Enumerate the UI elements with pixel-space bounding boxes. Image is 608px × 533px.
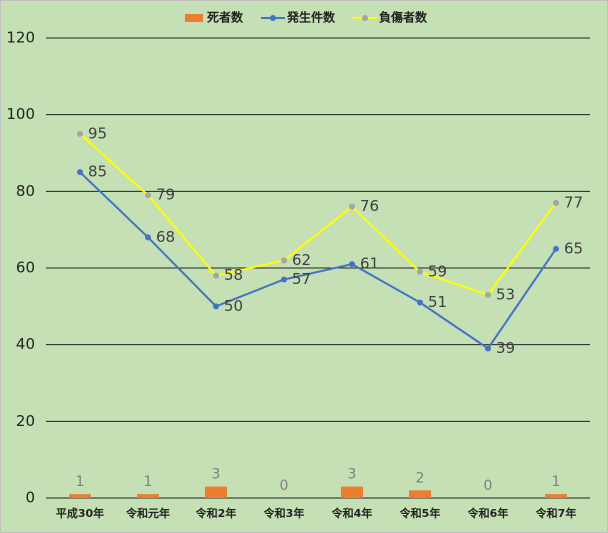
y-tick-label: 120 [6, 29, 35, 47]
data-label: 85 [88, 163, 107, 181]
bar-label: 1 [76, 474, 85, 490]
line-marker [281, 257, 287, 264]
bar-label: 1 [552, 474, 561, 490]
x-tick-label: 令和3年 [263, 506, 305, 520]
bar [545, 494, 567, 498]
y-tick-label: 60 [16, 259, 35, 277]
bar [341, 486, 363, 498]
data-label: 51 [428, 293, 447, 311]
y-tick-label: 40 [16, 335, 35, 353]
legend-label: 負傷者数 [379, 10, 428, 25]
legend-label: 死者数 [207, 10, 244, 25]
data-label: 77 [564, 193, 583, 211]
bar-label: 0 [280, 478, 289, 494]
legend-swatch [362, 15, 369, 21]
data-label: 57 [292, 270, 311, 288]
bar [69, 494, 91, 498]
y-tick-label: 100 [6, 105, 35, 123]
line-marker [281, 276, 287, 283]
line-marker [213, 303, 219, 310]
x-tick-label: 平成30年 [56, 506, 104, 520]
x-tick-label: 令和5年 [399, 506, 441, 520]
x-tick-label: 令和6年 [467, 506, 509, 520]
line-marker [349, 203, 355, 210]
line [79, 171, 557, 350]
data-label: 95 [88, 124, 107, 142]
data-label: 61 [360, 255, 379, 273]
data-label: 50 [224, 297, 243, 315]
data-label: 79 [156, 186, 175, 204]
data-label: 68 [156, 228, 175, 246]
data-label: 53 [496, 285, 515, 303]
line-marker [485, 345, 491, 352]
line-marker [145, 234, 151, 241]
bar-label: 0 [484, 478, 493, 494]
line-marker [77, 130, 83, 137]
line-marker [213, 272, 219, 279]
legend-label: 発生件数 [286, 10, 336, 25]
bar-label: 3 [212, 467, 221, 483]
line-marker [485, 291, 491, 298]
bar-label: 2 [416, 470, 425, 486]
data-label: 65 [564, 239, 583, 257]
data-label: 59 [428, 262, 447, 280]
data-label: 39 [496, 339, 515, 357]
legend-swatch [270, 15, 277, 21]
legend-swatch [185, 14, 203, 22]
y-tick-label: 80 [16, 182, 35, 200]
bar [205, 486, 227, 498]
line-marker [553, 245, 559, 252]
x-tick-label: 令和4年 [331, 506, 373, 520]
y-tick-label: 20 [16, 412, 35, 430]
line-marker [349, 261, 355, 268]
x-tick-label: 令和7年 [535, 506, 577, 520]
line [79, 133, 557, 297]
x-tick-label: 令和元年 [125, 506, 170, 520]
line-marker [553, 199, 559, 206]
data-label: 76 [360, 197, 379, 215]
bar [137, 494, 159, 498]
data-label: 58 [224, 266, 243, 284]
bar-label: 1 [144, 474, 153, 490]
line-marker [145, 192, 151, 199]
bar [409, 490, 431, 498]
line-marker [417, 268, 423, 275]
x-tick-label: 令和2年 [195, 506, 237, 520]
y-tick-label: 0 [25, 489, 35, 507]
line-marker [77, 169, 83, 176]
bar-label: 3 [348, 467, 357, 483]
line-marker [417, 299, 423, 306]
data-label: 62 [292, 251, 311, 269]
